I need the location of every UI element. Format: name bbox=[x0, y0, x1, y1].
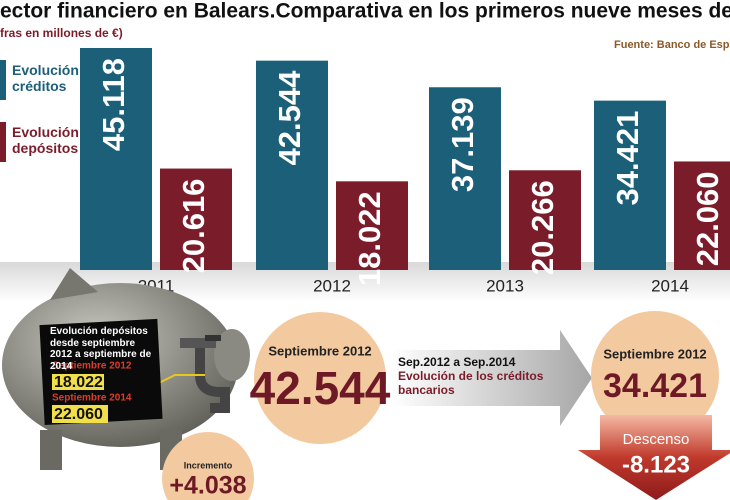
arrow-label: Evolución de los créditos bancarios bbox=[398, 368, 544, 397]
label: Septiembre 2014 bbox=[52, 393, 132, 404]
value: 42.544 bbox=[250, 362, 391, 414]
value-box bbox=[52, 405, 108, 423]
x-tick-label: 2014 bbox=[651, 276, 689, 295]
label: Septiembre 2012 bbox=[268, 343, 371, 358]
value: +4.038 bbox=[169, 472, 246, 500]
bar bbox=[429, 87, 501, 270]
x-tick-label: 2012 bbox=[313, 276, 351, 295]
arrow-period: Sep.2012 a Sep.2014 bbox=[398, 355, 516, 369]
value-label: 20.616 bbox=[176, 179, 211, 274]
value-label: 22.060 bbox=[690, 171, 725, 266]
source: Fuente: Banco de Espa bbox=[614, 39, 730, 51]
value: 22.060 bbox=[54, 406, 103, 423]
chart-subtitle: fras en millones de €) bbox=[0, 26, 123, 40]
bar bbox=[674, 161, 730, 270]
legend-swatch bbox=[0, 60, 6, 100]
circle bbox=[254, 312, 386, 444]
label: Septiembre 2012 bbox=[52, 361, 132, 372]
down-arrow bbox=[578, 415, 730, 500]
value: 18.022 bbox=[54, 374, 103, 391]
circle bbox=[162, 432, 254, 500]
value-label: 18.022 bbox=[352, 191, 387, 286]
legend-swatch bbox=[0, 122, 6, 162]
arrow-text: Sep.2012 a Sep.2014 Evolución de los cré… bbox=[398, 355, 563, 397]
value: -8.123 bbox=[622, 451, 690, 478]
label: Incremento bbox=[184, 460, 233, 470]
bar bbox=[594, 100, 666, 270]
bars: 45.11820.616201142.54418.022201237.13920… bbox=[80, 48, 730, 295]
value-label: 20.266 bbox=[525, 180, 560, 275]
legend-label: Evolución depósitos bbox=[12, 124, 79, 157]
arrow bbox=[392, 330, 592, 426]
value-label: 42.544 bbox=[272, 70, 307, 166]
bar bbox=[80, 48, 152, 270]
chart-title: ector financiero en Balears.Comparativa … bbox=[0, 0, 730, 23]
deposits-box bbox=[39, 318, 163, 425]
legend-label: Evolución créditos bbox=[12, 62, 79, 95]
circle bbox=[591, 311, 719, 439]
bar bbox=[336, 181, 408, 270]
label: Descenso bbox=[623, 431, 690, 448]
value-label: 34.421 bbox=[610, 111, 645, 206]
value: 34.421 bbox=[603, 367, 707, 405]
bar bbox=[256, 60, 328, 270]
bar bbox=[160, 168, 232, 270]
value-box bbox=[52, 374, 104, 390]
value-label: 37.139 bbox=[445, 97, 480, 192]
label: Septiembre 2012 bbox=[603, 346, 706, 361]
box-title: Evolución depósitos desde septiembre 201… bbox=[50, 326, 152, 372]
bar bbox=[509, 170, 581, 270]
value-label: 45.118 bbox=[96, 58, 131, 151]
x-tick-label: 2013 bbox=[486, 276, 524, 295]
